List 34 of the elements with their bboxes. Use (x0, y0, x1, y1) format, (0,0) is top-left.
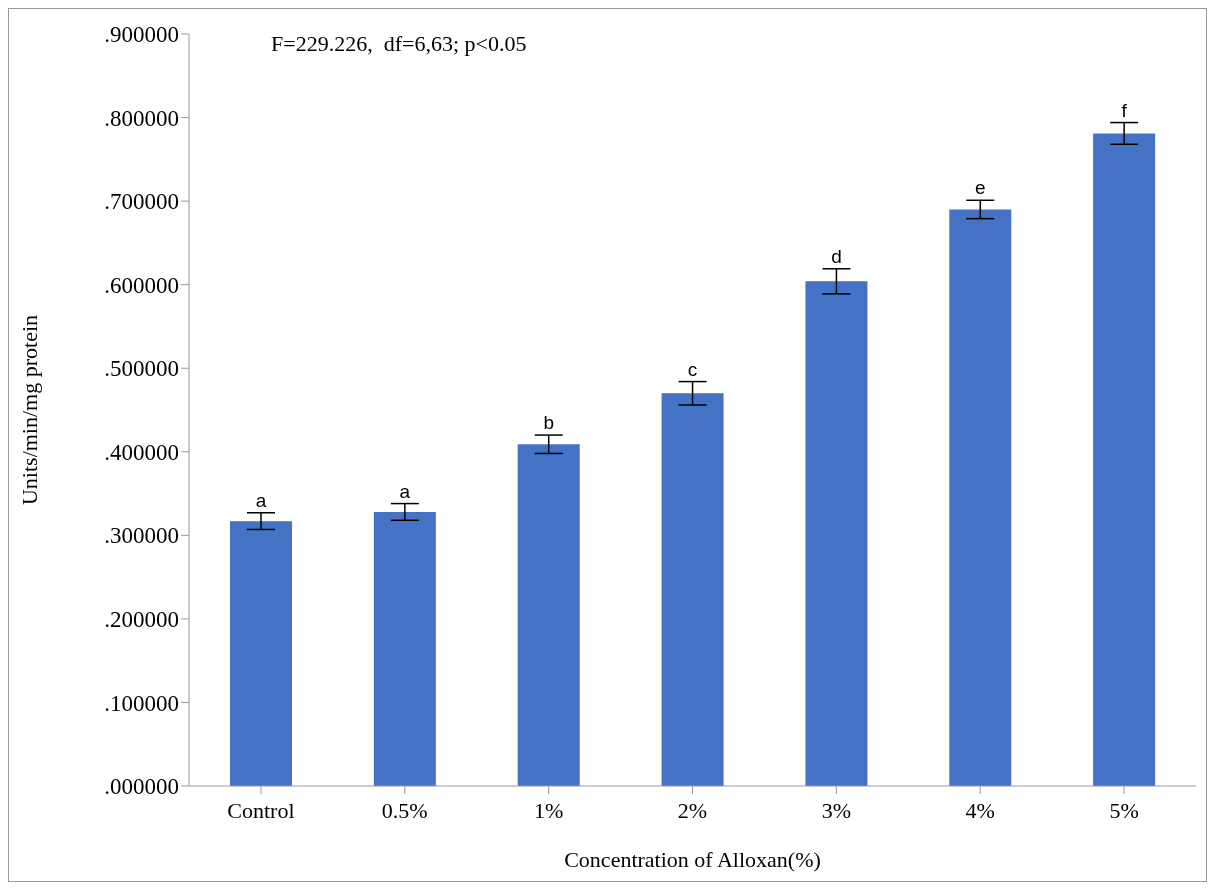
bar (949, 209, 1012, 786)
y-tick-label: .400000 (104, 439, 179, 465)
y-tick-label: .500000 (104, 356, 179, 382)
x-tick-label: 0.5% (381, 797, 428, 823)
y-tick-label: .300000 (104, 523, 179, 549)
annotation: F=229.226, df=6,63; p<0.05 (271, 31, 527, 57)
data-label: f (1121, 99, 1128, 121)
data-label: c (687, 358, 698, 380)
y-tick-label: .000000 (104, 774, 179, 800)
y-tick-label: .100000 (104, 690, 179, 716)
data-label: a (399, 480, 411, 502)
data-label: d (831, 245, 842, 267)
bar (517, 444, 580, 786)
x-tick-label: Control (227, 797, 295, 823)
y-tick-label: .700000 (104, 189, 179, 215)
data-label: b (543, 412, 554, 434)
y-tick-label: .600000 (104, 272, 179, 298)
x-tick-label: 2% (677, 797, 708, 823)
bar (230, 521, 292, 786)
y-tick-label: .900000 (104, 22, 179, 48)
data-label: a (255, 489, 267, 511)
y-axis-title: Units/min/mg protein (16, 314, 42, 506)
bar (805, 281, 868, 786)
bar (1093, 133, 1156, 786)
y-tick-label: .800000 (104, 105, 179, 131)
x-tick-label: 1% (533, 797, 564, 823)
bar (373, 511, 436, 786)
x-axis-title: Concentration of Alloxan(%) (564, 847, 821, 872)
x-tick-label: 5% (1109, 797, 1139, 823)
x-tick-label: 3% (821, 797, 852, 823)
data-label: e (975, 177, 986, 199)
x-tick-label: 4% (965, 797, 995, 823)
bar (661, 393, 724, 786)
y-tick-label: .200000 (104, 607, 179, 633)
